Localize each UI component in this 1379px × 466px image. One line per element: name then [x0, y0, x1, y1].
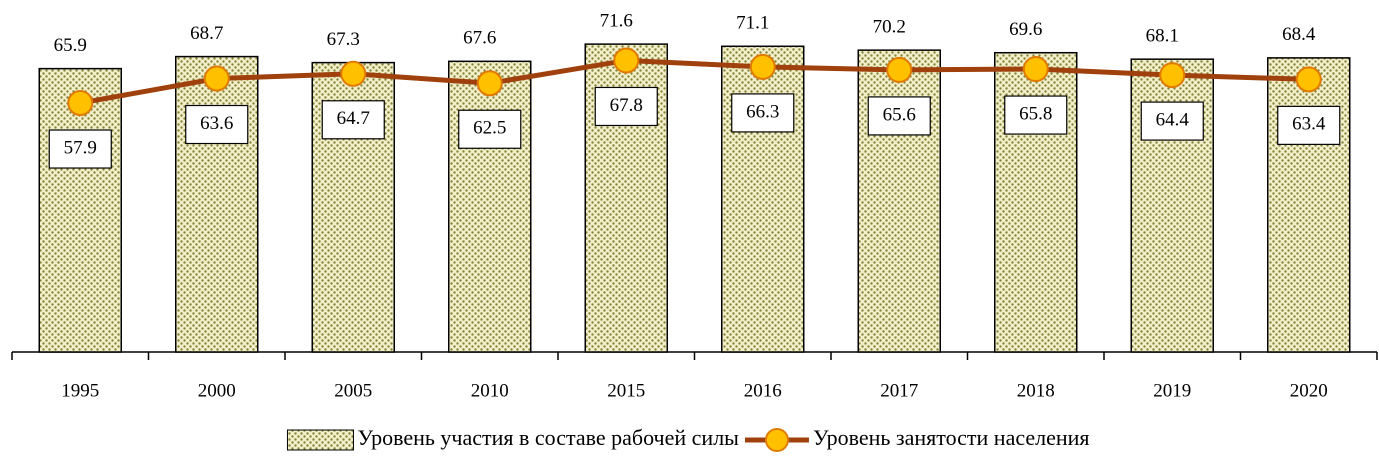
line-value-label: 63.4	[1292, 114, 1326, 135]
line-marker	[749, 53, 776, 80]
line-marker	[476, 70, 503, 97]
bar-value-label: 71.6	[600, 10, 633, 31]
line-value-label: 65.6	[883, 104, 916, 125]
legend: Уровень участия в составе рабочей силы Ур…	[286, 425, 1090, 452]
bar-value-label: 67.3	[327, 29, 360, 50]
bar	[721, 45, 805, 353]
line-value-label: 65.8	[1019, 103, 1052, 124]
bar	[175, 55, 259, 353]
value-label-box	[48, 129, 112, 169]
line-value-label: 64.4	[1156, 109, 1190, 130]
line-value-label: 67.8	[610, 95, 643, 116]
line-marker	[886, 56, 913, 83]
line-marker	[613, 47, 640, 74]
x-tick-label: 2017	[880, 380, 918, 401]
bar-value-label: 68.7	[190, 23, 223, 44]
bar	[1267, 57, 1351, 353]
value-label-box	[458, 109, 522, 149]
legend-marker	[764, 428, 789, 452]
value-label-box	[321, 100, 385, 140]
x-tick-label: 2000	[198, 380, 236, 401]
line-value-label: 63.6	[200, 113, 233, 134]
line	[79, 57, 1309, 106]
line-value-label: 62.5	[473, 118, 506, 139]
bar-value-label: 69.6	[1009, 19, 1042, 40]
line-value-label: 64.7	[337, 108, 370, 129]
bar-value-label: 70.2	[873, 16, 906, 37]
x-tick-label: 2019	[1153, 380, 1191, 401]
x-tick-label: 1995	[61, 380, 99, 401]
x-tick-label: 2016	[744, 380, 782, 401]
bar-value-label: 68.4	[1282, 24, 1316, 45]
value-label-box	[594, 86, 658, 127]
bar-value-label: 68.1	[1146, 26, 1179, 47]
bar-value-label: 71.1	[736, 13, 769, 34]
legend-label: Уровень занятости населения	[813, 425, 1090, 450]
line-value-label: 66.3	[746, 101, 779, 122]
x-tick-label: 2020	[1290, 380, 1328, 401]
line-marker	[1022, 56, 1049, 83]
legend-swatch	[286, 429, 354, 451]
line-marker	[1295, 66, 1322, 93]
x-tick-label: 2005	[334, 380, 372, 401]
value-label-box	[867, 96, 931, 136]
line-marker	[340, 60, 367, 87]
line-value-label: 57.9	[64, 137, 97, 158]
bar	[857, 49, 941, 353]
bar-value-label: 67.6	[463, 28, 496, 49]
value-label-box	[185, 104, 249, 145]
legend-label: Уровень участия в составе рабочей силы	[357, 425, 739, 450]
line-marker	[203, 65, 230, 92]
value-label-box	[731, 93, 795, 133]
value-label-box	[1140, 101, 1204, 141]
line-marker	[67, 90, 94, 117]
x-tick-label: 2015	[607, 380, 645, 401]
x-tick-label: 2018	[1017, 380, 1055, 401]
value-label-box	[1004, 95, 1068, 135]
bar	[448, 60, 532, 353]
bar-value-label: 65.9	[54, 35, 87, 56]
line-marker	[1159, 62, 1186, 89]
x-tick-label: 2010	[471, 380, 509, 401]
value-label-box	[1277, 105, 1341, 145]
